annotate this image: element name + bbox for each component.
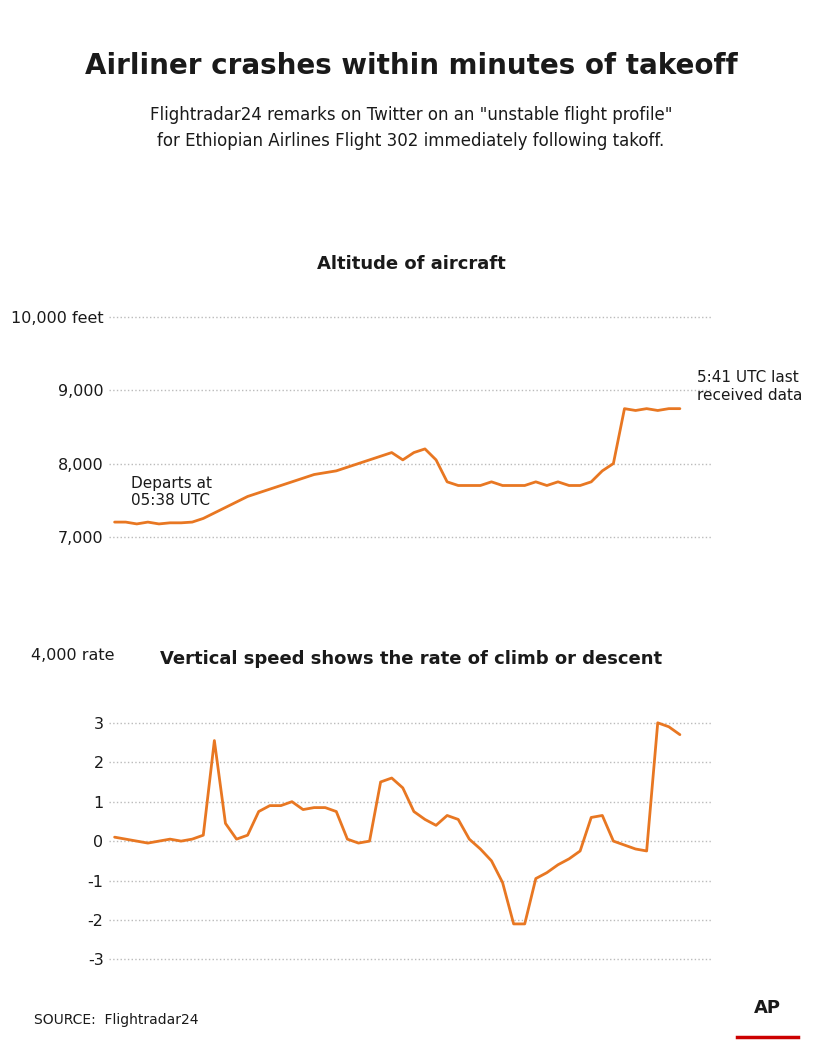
Text: Departs at
05:38 UTC: Departs at 05:38 UTC <box>131 476 212 508</box>
Text: 5:41 UTC last
received data: 5:41 UTC last received data <box>696 371 802 403</box>
Text: Flightradar24 remarks on Twitter on an "unstable flight profile"
for Ethiopian A: Flightradar24 remarks on Twitter on an "… <box>150 106 672 150</box>
Text: SOURCE:  Flightradar24: SOURCE: Flightradar24 <box>34 1013 198 1027</box>
Title: Vertical speed shows the rate of climb or descent: Vertical speed shows the rate of climb o… <box>160 650 662 669</box>
Text: 4,000 rate: 4,000 rate <box>30 648 114 663</box>
Text: AP: AP <box>754 999 781 1016</box>
Title: Altitude of aircraft: Altitude of aircraft <box>317 255 505 273</box>
Text: Airliner crashes within minutes of takeoff: Airliner crashes within minutes of takeo… <box>85 52 737 81</box>
